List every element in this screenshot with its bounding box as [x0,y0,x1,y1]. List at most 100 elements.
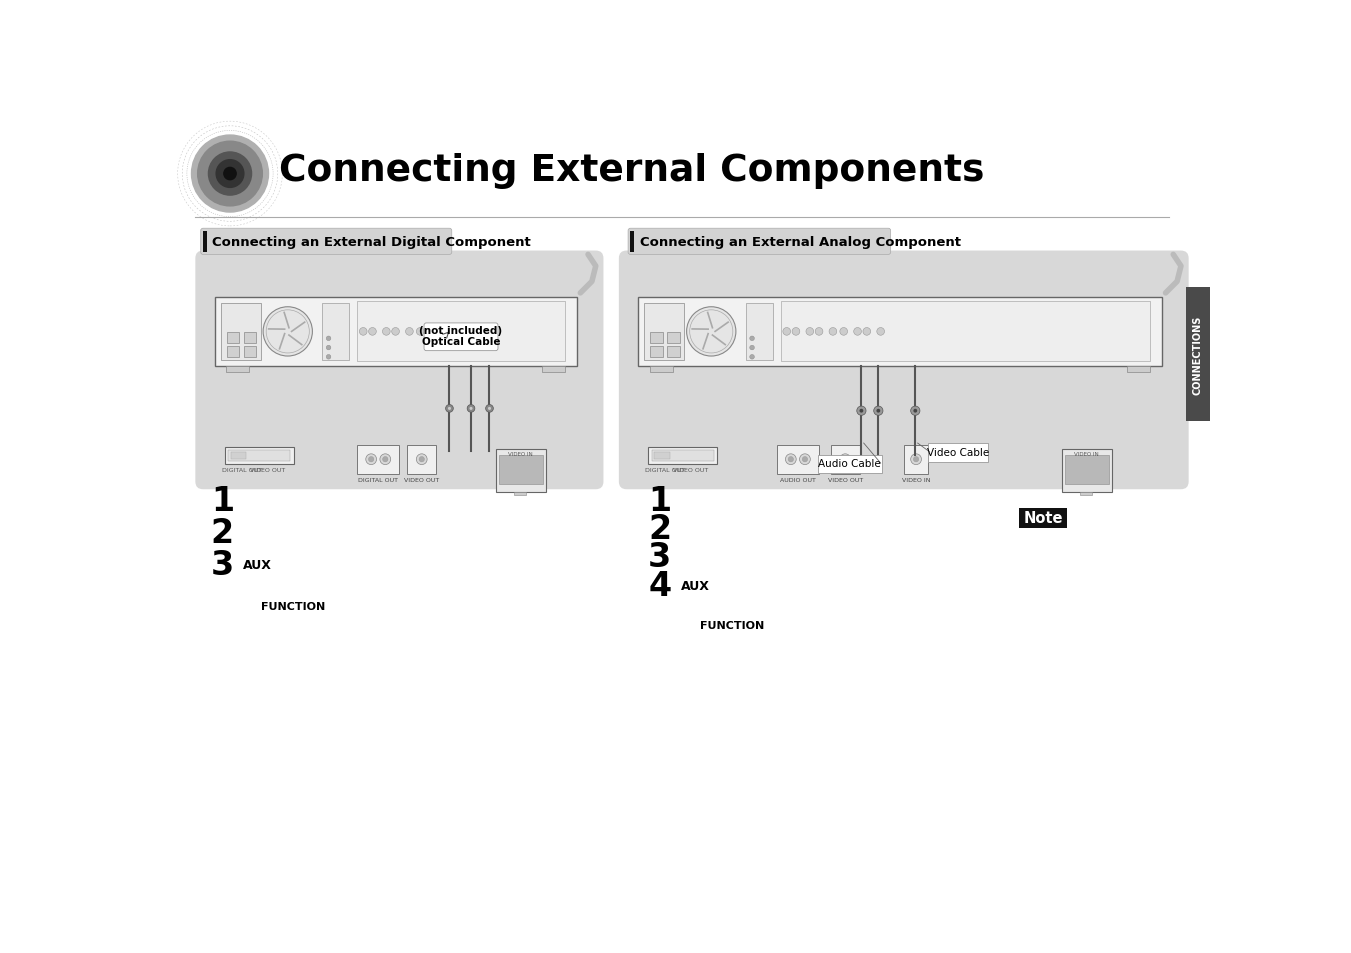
Circle shape [392,328,400,335]
Circle shape [326,346,331,351]
Text: VIDEO OUT: VIDEO OUT [250,467,285,473]
Circle shape [782,328,790,335]
Bar [667,333,680,344]
Circle shape [750,355,754,359]
Bar [499,456,543,484]
Bar [1079,492,1093,496]
Text: Connecting an External Analog Component: Connecting an External Analog Component [639,235,961,249]
Bar [648,447,717,464]
Bar [226,367,249,373]
Bar [781,302,1150,362]
Text: 2: 2 [648,513,671,545]
Circle shape [785,455,796,465]
Circle shape [467,405,474,413]
Circle shape [750,346,754,351]
Circle shape [382,457,388,462]
Circle shape [380,455,390,465]
Circle shape [874,407,884,416]
Text: VIDEO OUT: VIDEO OUT [828,477,863,482]
Text: 3: 3 [648,541,671,574]
Text: (not included): (not included) [419,326,503,335]
Bar [831,445,859,475]
Text: VIDEO IN: VIDEO IN [508,452,534,456]
FancyBboxPatch shape [817,456,882,474]
Circle shape [197,142,262,207]
Circle shape [263,308,312,356]
Text: Video Cable: Video Cable [927,447,989,457]
Bar [650,367,673,373]
Circle shape [840,328,847,335]
FancyBboxPatch shape [196,252,604,490]
Bar [631,232,634,253]
Circle shape [359,328,367,335]
Bar [542,367,565,373]
Bar [650,333,663,344]
Bar [644,304,685,360]
FancyBboxPatch shape [928,443,989,462]
Circle shape [485,405,493,413]
Circle shape [326,355,331,359]
Text: Optical Cable: Optical Cable [422,336,500,346]
Bar [515,492,527,496]
Bar [496,450,546,492]
Bar [227,333,239,344]
Text: 1: 1 [211,484,234,517]
Bar [220,304,261,360]
Text: DIGITAL OUT: DIGITAL OUT [222,467,262,473]
Circle shape [216,160,245,188]
Text: DIGITAL OUT: DIGITAL OUT [358,477,399,482]
Circle shape [807,328,813,335]
Circle shape [192,136,269,213]
Text: 1: 1 [648,484,671,517]
Bar [203,232,207,253]
Circle shape [877,410,881,414]
Circle shape [913,457,919,462]
Circle shape [488,408,490,411]
Circle shape [224,168,236,180]
Text: AUX: AUX [681,579,709,593]
Bar [323,304,350,360]
Bar [654,452,670,459]
Bar [228,451,290,461]
Circle shape [859,410,863,414]
Text: VIDEO IN: VIDEO IN [1074,452,1098,456]
Circle shape [840,455,851,465]
Circle shape [911,407,920,416]
Bar [215,297,577,367]
Text: Audio Cable: Audio Cable [819,458,881,469]
Text: Connecting an External Digital Component: Connecting an External Digital Component [212,235,531,249]
Circle shape [382,328,390,335]
Circle shape [405,328,413,335]
Circle shape [830,328,836,335]
Circle shape [857,407,866,416]
FancyBboxPatch shape [424,324,499,352]
Text: VIDEO OUT: VIDEO OUT [673,467,709,473]
Bar [245,333,257,344]
Bar [231,452,246,459]
Text: DIGITAL OUT: DIGITAL OUT [646,467,685,473]
Bar [407,445,436,475]
Text: FUNCTION: FUNCTION [261,601,326,612]
Bar [1127,367,1150,373]
Circle shape [913,410,917,414]
FancyBboxPatch shape [201,229,451,255]
Bar [357,302,565,362]
Circle shape [800,455,811,465]
Circle shape [439,328,447,335]
Text: CONNECTIONS: CONNECTIONS [1193,315,1202,395]
Circle shape [815,328,823,335]
Bar [650,347,663,357]
Circle shape [369,328,377,335]
Text: Connecting External Components: Connecting External Components [278,152,984,189]
Bar [227,347,239,357]
Text: 4: 4 [648,569,671,602]
Text: AUX: AUX [243,558,272,572]
Circle shape [802,457,808,462]
Bar [245,347,257,357]
Circle shape [686,308,736,356]
FancyBboxPatch shape [619,252,1189,490]
Circle shape [863,328,870,335]
Circle shape [419,457,424,462]
Bar [904,445,928,475]
Circle shape [750,336,754,341]
